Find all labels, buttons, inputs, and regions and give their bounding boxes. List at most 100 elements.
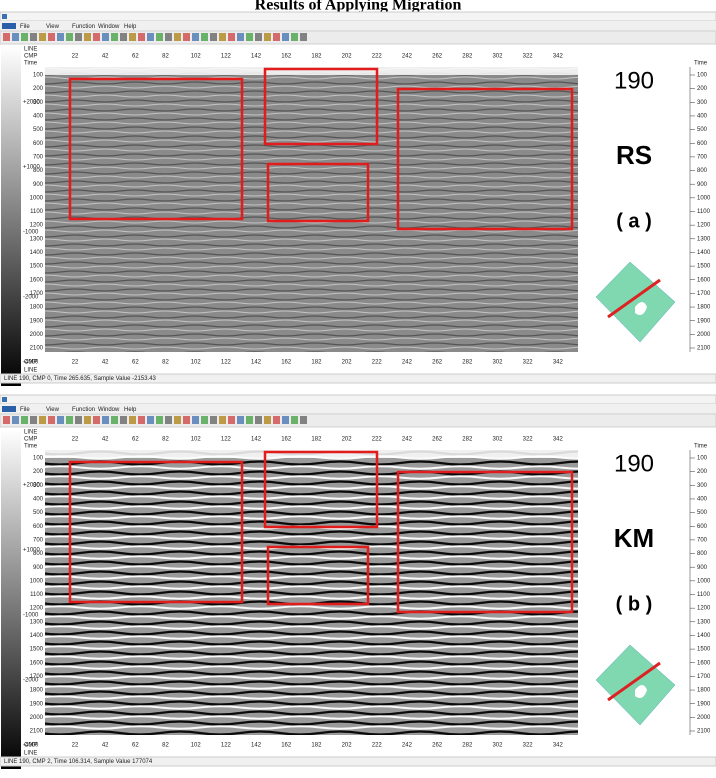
tool-button[interactable] <box>93 33 100 41</box>
time-tick-label-right: 600 <box>697 141 708 147</box>
tool-button[interactable] <box>282 33 289 41</box>
time-tick-label-right: 500 <box>697 510 708 516</box>
tool-button[interactable] <box>210 33 217 41</box>
tool-button[interactable] <box>210 416 217 424</box>
menu-item[interactable]: View <box>46 24 60 30</box>
amplitude-label: +1000 <box>23 548 41 554</box>
tool-button[interactable] <box>102 416 109 424</box>
tool-button[interactable] <box>30 416 37 424</box>
tool-button[interactable] <box>129 33 136 41</box>
cmp-tick-label-bottom: 42 <box>102 360 109 366</box>
tool-button[interactable] <box>237 33 244 41</box>
tool-button[interactable] <box>21 33 28 41</box>
tool-button[interactable] <box>102 33 109 41</box>
time-tick-label: 200 <box>33 86 44 92</box>
tool-button[interactable] <box>273 33 280 41</box>
tool-button[interactable] <box>66 416 73 424</box>
tool-button[interactable] <box>138 416 145 424</box>
time-tick-label: 2100 <box>30 346 44 352</box>
menu-item[interactable]: Function <box>72 24 95 30</box>
tool-button[interactable] <box>66 33 73 41</box>
time-label-right: Time <box>694 444 708 450</box>
menu-item[interactable]: Help <box>124 24 137 30</box>
menu-item[interactable]: Help <box>124 407 137 413</box>
cmp-tick-label-bottom: 102 <box>191 743 202 749</box>
status-text: LINE 190, CMP 0, Time 265.635, Sample Va… <box>4 376 157 382</box>
tool-button[interactable] <box>39 416 46 424</box>
tool-button[interactable] <box>300 33 307 41</box>
tool-button[interactable] <box>12 416 19 424</box>
tool-button[interactable] <box>255 33 262 41</box>
tool-button[interactable] <box>282 416 289 424</box>
cmp-tick-label-bottom: 282 <box>462 360 473 366</box>
seismic-section <box>45 450 578 735</box>
menu-item[interactable]: Window <box>98 407 120 413</box>
line-label-bottom: LINE <box>24 751 37 757</box>
tool-button[interactable] <box>291 33 298 41</box>
tool-button[interactable] <box>147 33 154 41</box>
tool-button[interactable] <box>183 416 190 424</box>
tool-button[interactable] <box>84 33 91 41</box>
tool-button[interactable] <box>273 416 280 424</box>
time-tick-label-right: 2000 <box>697 332 711 338</box>
tool-button[interactable] <box>219 416 226 424</box>
tool-button[interactable] <box>156 416 163 424</box>
menu-item[interactable]: File <box>20 24 30 30</box>
time-tick-label-right: 300 <box>697 100 708 106</box>
menu-item[interactable]: File <box>20 407 30 413</box>
tool-button[interactable] <box>48 33 55 41</box>
tool-button[interactable] <box>192 33 199 41</box>
tool-button[interactable] <box>201 416 208 424</box>
tool-button[interactable] <box>192 416 199 424</box>
tool-button[interactable] <box>165 416 172 424</box>
tool-button[interactable] <box>255 416 262 424</box>
tool-button[interactable] <box>30 33 37 41</box>
cmp-tick-label: 242 <box>402 437 413 443</box>
time-tick-label: 100 <box>33 73 44 79</box>
time-tick-label-right: 700 <box>697 154 708 160</box>
menu-item[interactable]: Function <box>72 407 95 413</box>
tool-button[interactable] <box>237 416 244 424</box>
tool-button[interactable] <box>129 416 136 424</box>
tool-button[interactable] <box>57 33 64 41</box>
cmp-tick-label: 322 <box>523 54 534 60</box>
tool-button[interactable] <box>120 416 127 424</box>
tool-button[interactable] <box>246 416 253 424</box>
tool-button[interactable] <box>93 416 100 424</box>
tool-button[interactable] <box>228 33 235 41</box>
tool-button[interactable] <box>228 416 235 424</box>
highlight-box <box>396 470 574 614</box>
top-mute <box>45 67 578 75</box>
tool-button[interactable] <box>21 416 28 424</box>
tool-button[interactable] <box>174 33 181 41</box>
tool-button[interactable] <box>147 416 154 424</box>
tool-button[interactable] <box>246 33 253 41</box>
tool-button[interactable] <box>111 416 118 424</box>
tool-button[interactable] <box>219 33 226 41</box>
tool-button[interactable] <box>264 416 271 424</box>
tool-button[interactable] <box>111 33 118 41</box>
tool-button[interactable] <box>12 33 19 41</box>
time-tick-label: 1300 <box>30 236 44 242</box>
tool-button[interactable] <box>120 33 127 41</box>
tool-button[interactable] <box>300 416 307 424</box>
tool-button[interactable] <box>57 416 64 424</box>
tool-button[interactable] <box>75 416 82 424</box>
tool-button[interactable] <box>156 33 163 41</box>
tool-button[interactable] <box>174 416 181 424</box>
tool-button[interactable] <box>3 416 10 424</box>
menu-item[interactable]: View <box>46 407 60 413</box>
tool-button[interactable] <box>165 33 172 41</box>
time-tick-label: 500 <box>33 127 44 133</box>
tool-button[interactable] <box>138 33 145 41</box>
tool-button[interactable] <box>84 416 91 424</box>
tool-button[interactable] <box>75 33 82 41</box>
tool-button[interactable] <box>264 33 271 41</box>
tool-button[interactable] <box>201 33 208 41</box>
tool-button[interactable] <box>3 33 10 41</box>
tool-button[interactable] <box>291 416 298 424</box>
tool-button[interactable] <box>48 416 55 424</box>
tool-button[interactable] <box>39 33 46 41</box>
menu-item[interactable]: Window <box>98 24 120 30</box>
tool-button[interactable] <box>183 33 190 41</box>
